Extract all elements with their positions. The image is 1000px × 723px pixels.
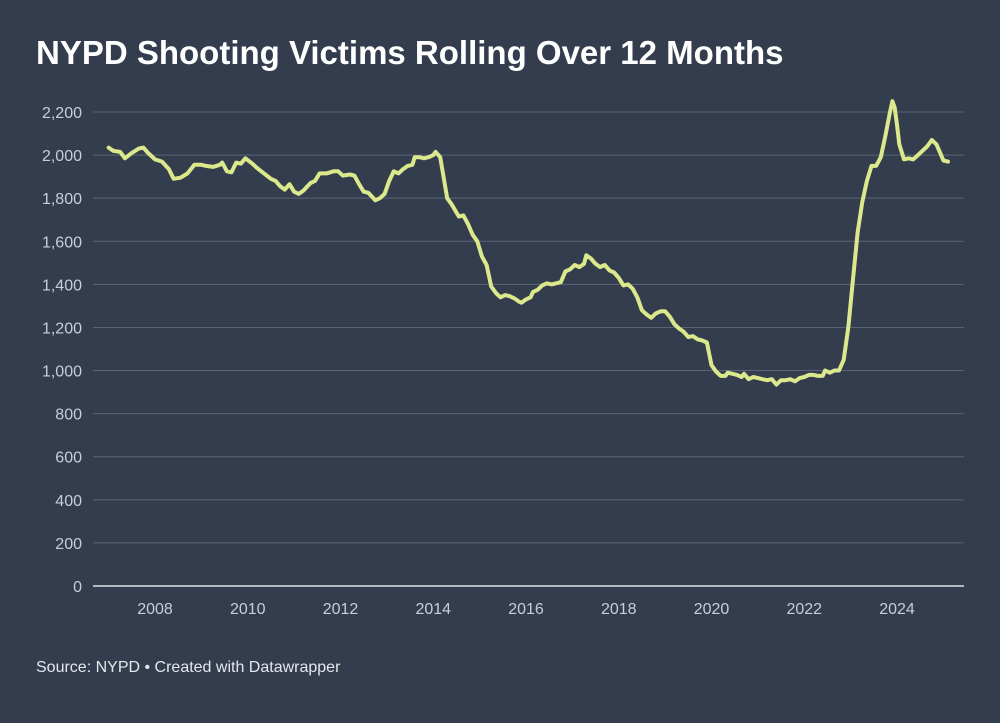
y-tick-label: 1,800	[42, 191, 82, 208]
y-tick-label: 2,000	[42, 148, 82, 165]
y-tick-label: 1,000	[42, 364, 82, 381]
y-tick-label: 2,200	[42, 105, 82, 122]
x-tick-label: 2020	[694, 601, 730, 618]
x-axis-ticks: 2008 2010 2012 2014 2016 2018 2020 2022 2024	[137, 601, 915, 618]
x-tick-label: 2014	[415, 601, 451, 618]
y-tick-label: 1,200	[42, 320, 82, 337]
y-tick-label: 1,600	[42, 234, 82, 251]
x-tick-label: 2012	[323, 601, 359, 618]
y-tick-label: 400	[55, 493, 82, 510]
series-line	[106, 99, 950, 387]
y-axis-ticks: 0 200 400 600 800 1,000 1,200 1,400 1,600 1,800 2,…	[42, 105, 82, 596]
x-tick-label: 2016	[508, 601, 544, 618]
y-tick-label: 0	[73, 579, 82, 596]
y-tick-label: 800	[55, 407, 82, 424]
y-tick-label: 200	[55, 536, 82, 553]
source-note: Source: NYPD • Created with Datawrapper	[36, 659, 341, 676]
gridlines	[93, 111, 964, 587]
x-tick-label: 2010	[230, 601, 266, 618]
x-tick-label: 2022	[786, 601, 822, 618]
y-tick-label: 1,400	[42, 277, 82, 294]
x-tick-label: 2008	[137, 601, 173, 618]
y-tick-label: 600	[55, 450, 82, 467]
x-tick-label: 2024	[879, 601, 915, 618]
x-tick-label: 2018	[601, 601, 637, 618]
chart-title: NYPD Shooting Victims Rolling Over 12 Mo…	[36, 34, 784, 71]
